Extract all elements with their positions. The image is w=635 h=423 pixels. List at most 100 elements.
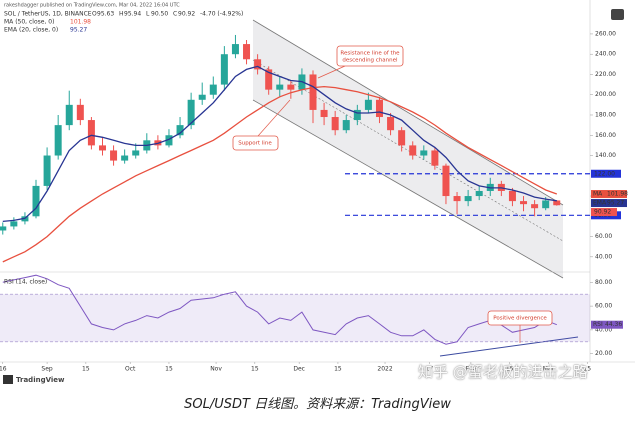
axis-tag-box <box>591 199 627 208</box>
candle-body <box>198 94 206 100</box>
candle-body <box>121 155 129 161</box>
candle-body <box>387 117 395 131</box>
rsi-legend: RSI (14, close) <box>4 279 47 286</box>
y-tick-label: 220.00 <box>595 71 616 78</box>
channel-lower <box>252 99 564 279</box>
channel-upper <box>252 19 564 206</box>
rsi-tag-box <box>591 320 623 329</box>
candle-body <box>43 155 51 186</box>
candle-body <box>87 120 95 146</box>
legend-ema: EMA (20, close, 0) <box>4 27 58 34</box>
annotation: Resistance line of the descending channe… <box>317 45 404 79</box>
published: rakeshdagger published on TradingView.co… <box>4 3 180 9</box>
rsi-tick-label: 20.00 <box>595 350 612 357</box>
legend-ma: MA (50, close, 0) <box>4 19 54 26</box>
x-tick-label: Sep <box>41 366 53 373</box>
rsi-tag: RSI <box>593 321 603 328</box>
candle-body <box>431 150 439 166</box>
x-tick-label: 17 <box>426 366 434 373</box>
candle-body <box>320 109 328 118</box>
annotation-text: Support line <box>238 141 272 147</box>
annotation: Positive divergence <box>487 310 553 343</box>
ohlc-value: 95.63 <box>97 11 114 18</box>
level-tag <box>591 169 621 178</box>
change: -4.70 (-4.92%) <box>200 11 243 18</box>
y-tick-label: 260.00 <box>595 30 616 37</box>
candle-body <box>165 135 173 146</box>
divergence-line <box>439 336 579 357</box>
chart: 40.0060.00100.00140.00160.00180.00200.00… <box>0 0 635 384</box>
y-tick-label: 160.00 <box>595 132 616 139</box>
candle-body <box>542 200 550 209</box>
ma-line <box>2 65 557 223</box>
level-label: 122.00 <box>594 170 615 177</box>
ohlc-value: 95.94 <box>124 11 141 18</box>
candle-body <box>220 54 228 85</box>
candle-body <box>0 226 7 231</box>
axis-tag: EMA <box>593 200 607 207</box>
candle-body <box>276 84 284 90</box>
candle-body <box>420 150 428 156</box>
candle-body <box>10 221 18 227</box>
candle-body <box>375 99 383 118</box>
logo-icon <box>3 375 13 384</box>
axis-tag-value: 101.98 <box>607 191 628 198</box>
legend-ma-value: 101.98 <box>70 19 91 26</box>
price-tag: 90.92 <box>594 209 611 216</box>
candle-body <box>331 117 339 131</box>
candle-body <box>32 185 40 217</box>
annotation-text: descending channel <box>342 58 398 64</box>
axis-tag-value: 95.27 <box>607 200 624 207</box>
candle-body <box>398 130 406 146</box>
candle-body <box>520 201 528 205</box>
logo: TradingView <box>16 376 65 384</box>
candle-body <box>342 120 350 131</box>
ohlc-letter: O <box>92 11 97 18</box>
candle-body <box>475 190 483 197</box>
annotation-text: Resistance line of the <box>340 51 400 57</box>
y-tick-label: 140.00 <box>595 152 616 159</box>
axis-tag: MA <box>593 191 603 198</box>
rsi-tick-label: 40.00 <box>595 326 612 333</box>
x-tick-label: Oct <box>125 366 136 373</box>
candle-body <box>287 84 295 90</box>
candle-body <box>409 145 417 156</box>
x-tick-label: 15 <box>583 366 591 373</box>
camera-icon[interactable] <box>611 9 624 20</box>
channel <box>253 20 563 278</box>
x-tick-label: Nov <box>210 366 222 373</box>
x-tick-label: 15 <box>506 366 514 373</box>
ma-line <box>2 85 558 263</box>
x-tick-label: 15 <box>82 366 90 373</box>
candle-body <box>98 145 106 151</box>
candle-body <box>364 99 372 110</box>
ohlc-letter: L <box>146 11 150 18</box>
symbol: SOL / TetherUS, 1D, BINANCE <box>4 11 92 18</box>
candle-body <box>243 44 251 60</box>
x-tick-label: Feb <box>466 366 477 373</box>
candle-body <box>508 190 516 202</box>
candle-body <box>209 84 217 95</box>
y-tick-label: 40.00 <box>595 253 612 260</box>
ohlc-letter: H <box>119 11 124 18</box>
watermark: 知乎 @蟹老板的进击之路 <box>418 363 588 381</box>
candle-body <box>553 200 561 206</box>
ohlc-letter: C <box>173 11 177 18</box>
candle-body <box>187 99 195 126</box>
y-tick-label: 180.00 <box>595 111 616 118</box>
candle-body <box>132 150 140 156</box>
ohlc-value: 90.92 <box>178 11 195 18</box>
x-tick-label: 16 <box>0 366 7 373</box>
candle-body <box>65 104 73 126</box>
y-tick-label: 60.00 <box>595 233 612 240</box>
rsi-tick-label: 80.00 <box>595 279 612 286</box>
annotation: Support line <box>232 99 291 151</box>
rsi-line <box>2 274 557 345</box>
x-tick-label: 15 <box>251 366 259 373</box>
x-tick-label: 15 <box>334 366 342 373</box>
x-tick-label: 15 <box>165 366 173 373</box>
y-tick-label: 200.00 <box>595 91 616 98</box>
candle-body <box>464 196 472 202</box>
price-tag-box <box>591 208 617 217</box>
